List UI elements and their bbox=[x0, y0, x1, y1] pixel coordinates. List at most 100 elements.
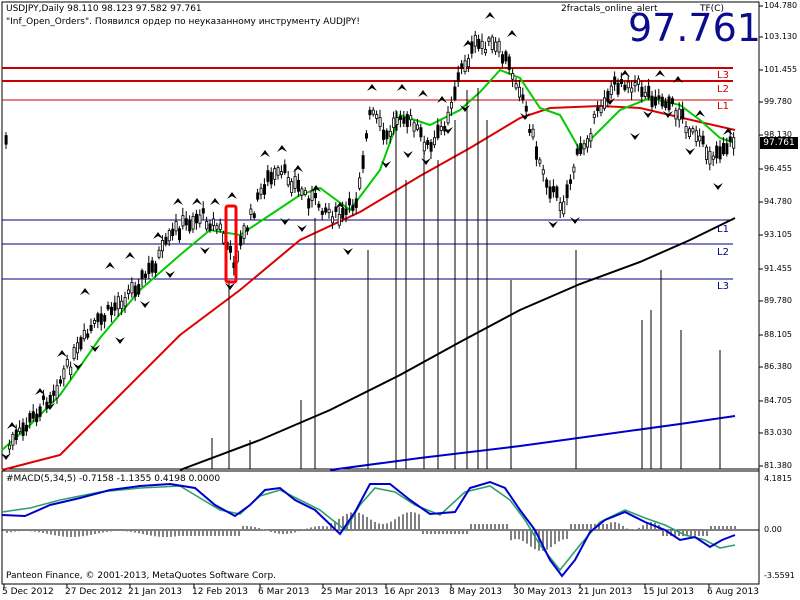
candle-body bbox=[541, 169, 545, 175]
macd-bar bbox=[306, 528, 308, 530]
candle-body bbox=[487, 37, 491, 42]
macd-frame bbox=[1, 470, 760, 585]
macd-bar bbox=[230, 530, 232, 536]
macd-bar bbox=[358, 512, 360, 530]
fractal-down-arrow bbox=[140, 301, 150, 308]
candle-body bbox=[698, 135, 702, 142]
macd-bar bbox=[570, 524, 572, 530]
macd-bar bbox=[550, 530, 552, 548]
macd-bar bbox=[74, 530, 76, 537]
macd-bar bbox=[218, 530, 220, 536]
ma-slow-line bbox=[179, 217, 736, 471]
macd-lines bbox=[1, 480, 736, 578]
candle-body bbox=[671, 98, 675, 104]
candle-body bbox=[613, 76, 617, 85]
macd-bar bbox=[294, 530, 296, 533]
macd-bar bbox=[94, 530, 96, 535]
macd-bar bbox=[178, 530, 180, 536]
candle-body bbox=[259, 187, 263, 195]
macd-bar bbox=[622, 525, 624, 530]
macd-bar bbox=[18, 530, 20, 532]
macd-bar bbox=[54, 530, 56, 536]
fractal-down-arrow bbox=[343, 248, 353, 255]
macd-bar bbox=[282, 530, 284, 534]
macd-bar bbox=[274, 530, 276, 533]
candle-body bbox=[201, 208, 205, 214]
candle-body bbox=[596, 107, 600, 112]
macd-main-line bbox=[1, 480, 736, 578]
candle-body bbox=[415, 124, 419, 130]
fractal-down-arrow bbox=[570, 217, 580, 224]
candle-body bbox=[422, 141, 426, 152]
macd-bar bbox=[154, 530, 156, 537]
candle-body bbox=[358, 177, 362, 189]
fractal-up-arrow bbox=[192, 198, 202, 205]
candle-body bbox=[388, 130, 392, 137]
macd-bar bbox=[130, 530, 132, 532]
macd-bar bbox=[706, 530, 708, 536]
macd-bar bbox=[286, 530, 288, 534]
candle-body bbox=[725, 143, 729, 155]
candle-body bbox=[106, 304, 110, 310]
macd-bar bbox=[142, 530, 144, 535]
macd-bar bbox=[406, 512, 408, 530]
candle-body bbox=[79, 337, 83, 350]
candlesticks bbox=[4, 30, 736, 454]
macd-bar bbox=[10, 530, 12, 533]
fractal-up-arrow bbox=[723, 128, 733, 135]
macd-bar bbox=[474, 524, 476, 530]
macd-bar bbox=[34, 530, 36, 532]
macd-bar bbox=[606, 524, 608, 530]
fractal-up-arrow bbox=[80, 288, 90, 295]
candle-body bbox=[456, 72, 460, 82]
candle-body bbox=[228, 245, 232, 253]
macd-bar bbox=[266, 530, 268, 531]
macd-bar bbox=[722, 526, 724, 530]
candle-body bbox=[194, 213, 198, 224]
candle-body bbox=[341, 208, 345, 219]
price-axis-label: 96.455 bbox=[764, 164, 792, 173]
candle-body bbox=[157, 249, 161, 258]
candle-body bbox=[262, 184, 266, 195]
macd-bar bbox=[50, 530, 52, 535]
macd-bar bbox=[718, 526, 720, 530]
macd-bar bbox=[578, 524, 580, 530]
macd-bar bbox=[514, 530, 516, 540]
candle-body bbox=[609, 85, 613, 95]
fractal-up-arrow bbox=[227, 192, 237, 199]
candle-body bbox=[160, 240, 164, 252]
candle-body bbox=[99, 313, 103, 325]
macd-bar bbox=[646, 522, 648, 530]
candle-body bbox=[62, 368, 66, 380]
candle-body bbox=[303, 190, 307, 195]
price-axis-label: 86.380 bbox=[764, 362, 792, 371]
candle-body bbox=[715, 145, 719, 159]
fractal-up-arrow bbox=[437, 96, 447, 103]
symbol-info: USDJPY,Daily 98.110 98.123 97.582 97.761 bbox=[6, 4, 202, 14]
macd-bar bbox=[210, 530, 212, 536]
candle-body bbox=[436, 124, 440, 139]
candle-body bbox=[327, 208, 331, 213]
macd-bar bbox=[26, 530, 28, 532]
macd-bar bbox=[414, 512, 416, 530]
candle-body bbox=[555, 186, 559, 198]
candle-body bbox=[620, 79, 624, 84]
macd-bar bbox=[78, 530, 80, 537]
macd-bar bbox=[202, 530, 204, 536]
macd-bar bbox=[206, 530, 208, 536]
candle-body bbox=[18, 427, 22, 432]
macd-bar bbox=[314, 526, 316, 530]
candle-body bbox=[674, 110, 678, 120]
candle-body bbox=[562, 201, 566, 215]
candle-body bbox=[89, 324, 93, 332]
macd-bar bbox=[674, 530, 676, 536]
fractal-down-arrow bbox=[45, 403, 55, 410]
candle-body bbox=[633, 82, 637, 87]
candle-body bbox=[691, 128, 695, 133]
candle-body bbox=[449, 101, 453, 109]
fractal-up-arrow bbox=[311, 185, 321, 192]
macd-bar bbox=[694, 530, 696, 536]
macd-bar bbox=[686, 530, 688, 536]
candle-body bbox=[205, 220, 209, 230]
